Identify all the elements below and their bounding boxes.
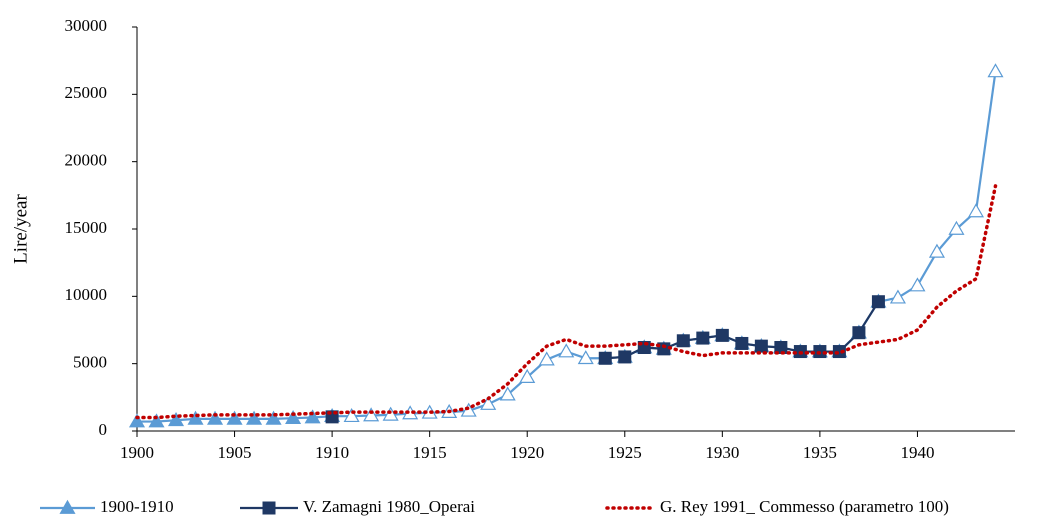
data-point (148, 413, 165, 428)
data-point (499, 386, 516, 401)
data-point (519, 368, 536, 383)
series-line (135, 184, 998, 420)
data-point (852, 326, 866, 340)
data-point (226, 410, 243, 425)
x-tick-label: 1930 (705, 443, 739, 462)
data-point (558, 343, 575, 358)
data-point (304, 409, 321, 424)
y-tick-label: 0 (99, 420, 108, 439)
data-point (889, 289, 906, 304)
data-point (480, 395, 497, 410)
data-point (538, 351, 555, 366)
data-point (187, 410, 204, 425)
x-tick-label: 1935 (803, 443, 837, 462)
data-point (948, 220, 965, 235)
data-point (382, 406, 399, 421)
legend-label: 1900-1910 (100, 497, 174, 516)
legend-label: V. Zamagni 1980_Operai (303, 497, 475, 516)
y-tick-label: 5000 (73, 353, 107, 372)
legend-marker (59, 499, 76, 514)
x-tick-label: 1905 (218, 443, 252, 462)
data-point (871, 295, 885, 309)
x-tick-label: 1915 (413, 443, 447, 462)
series-line (137, 71, 997, 423)
data-point (577, 350, 594, 365)
data-point (618, 350, 632, 364)
data-point (128, 413, 146, 428)
legend-label: G. Rey 1991_ Commesso (parametro 100) (660, 497, 949, 516)
data-point (460, 402, 477, 417)
x-tick-label: 1925 (608, 443, 642, 462)
data-point (735, 336, 749, 350)
y-tick-label: 25000 (65, 83, 108, 102)
x-tick-label: 1900 (120, 443, 154, 462)
data-point (754, 339, 768, 353)
data-point (696, 331, 710, 345)
y-axis-label: Lire/year (10, 194, 31, 264)
data-point (928, 243, 945, 258)
data-point (909, 277, 926, 292)
data-point (285, 409, 302, 425)
data-point (987, 63, 1004, 78)
legend-marker (262, 501, 276, 515)
data-point (246, 410, 263, 425)
x-tick-label: 1910 (315, 443, 349, 462)
data-point (207, 410, 224, 425)
y-tick-label: 10000 (65, 285, 108, 304)
data-point (343, 407, 360, 423)
data-point (598, 351, 612, 365)
y-tick-label: 30000 (65, 16, 108, 35)
data-point (265, 410, 282, 425)
data-point (676, 334, 690, 348)
data-point (363, 407, 380, 422)
x-tick-label: 1920 (510, 443, 544, 462)
data-point (715, 328, 729, 342)
y-tick-label: 20000 (65, 151, 108, 170)
data-point (967, 203, 985, 218)
y-tick-label: 15000 (65, 218, 108, 237)
x-tick-label: 1940 (900, 443, 934, 462)
data-point (167, 412, 185, 427)
